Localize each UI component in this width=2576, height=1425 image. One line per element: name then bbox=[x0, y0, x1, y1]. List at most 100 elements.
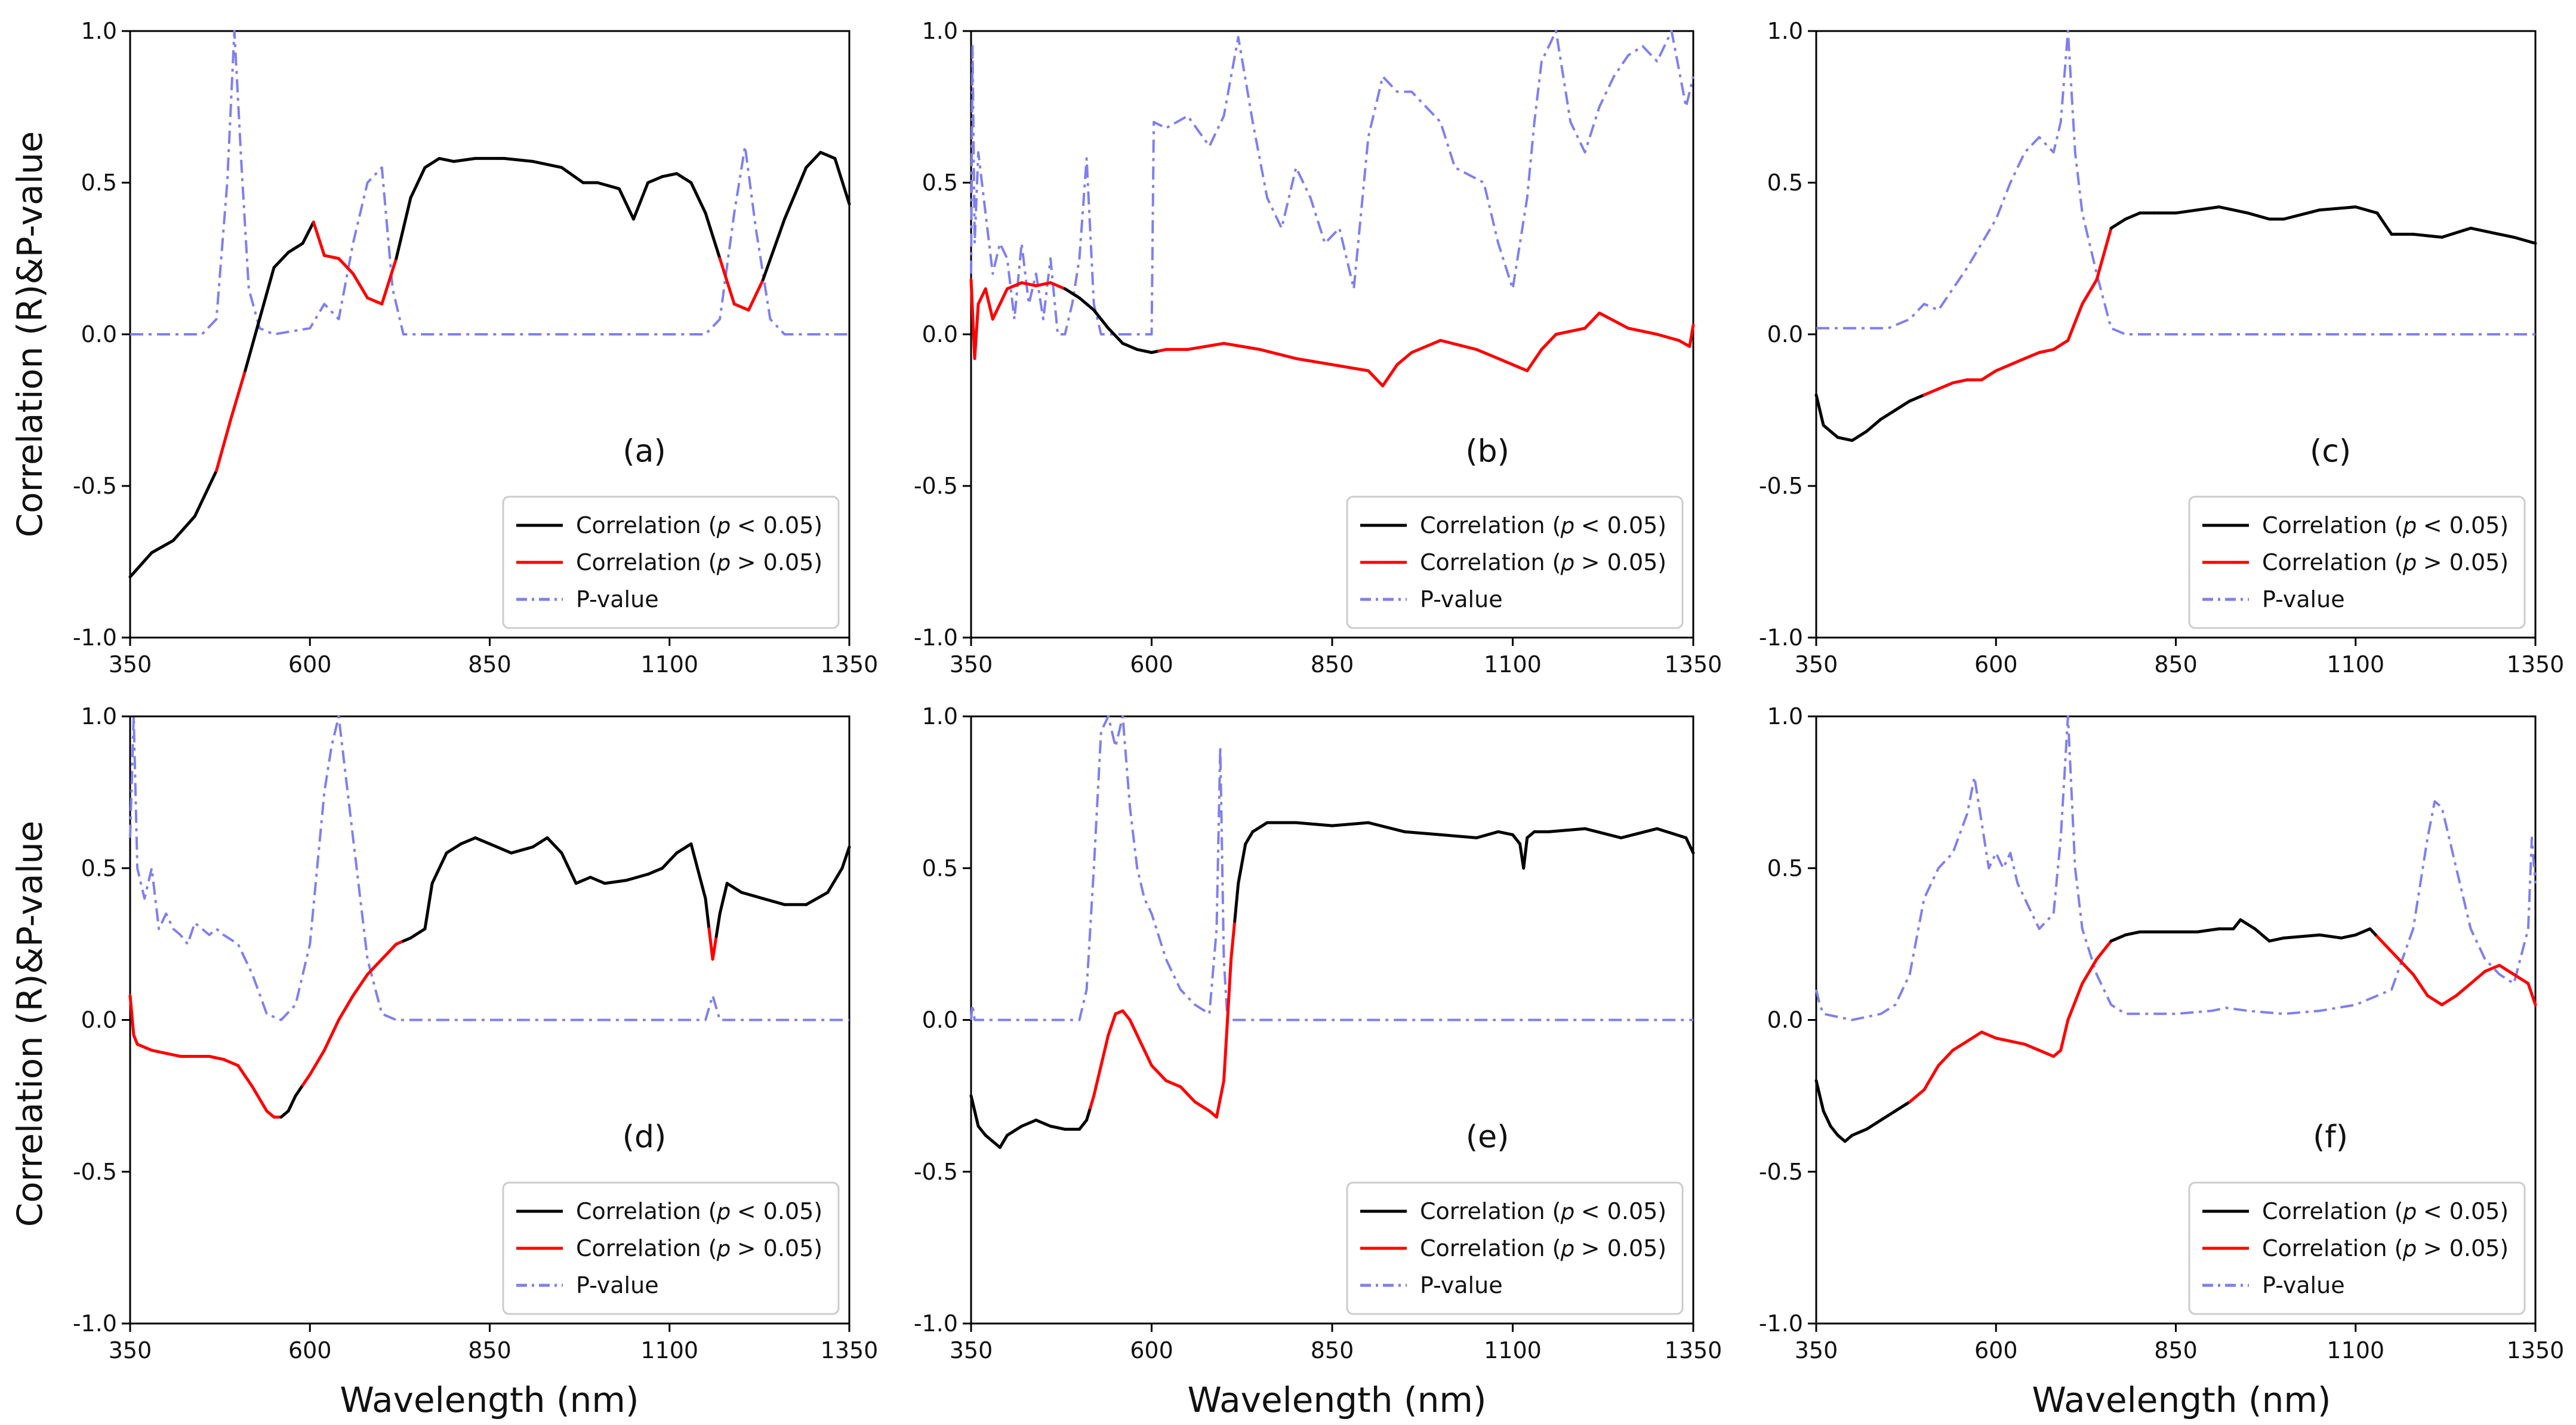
correlation-segment-nonsignificant bbox=[747, 278, 765, 312]
correlation-segment-nonsignificant bbox=[1179, 1085, 1197, 1104]
correlation-segment-nonsignificant bbox=[1994, 1036, 2012, 1043]
correlation-segment-significant bbox=[1684, 836, 1695, 855]
correlation-segment-significant bbox=[2174, 208, 2199, 215]
legend-entry-p-value-label: P-value bbox=[1420, 586, 1503, 613]
correlation-segment-significant bbox=[1107, 327, 1124, 345]
correlation-segment-significant bbox=[2232, 918, 2242, 931]
correlation-segment-significant bbox=[819, 150, 837, 160]
correlation-segment-significant bbox=[244, 318, 261, 373]
correlation-segment-nonsignificant bbox=[2483, 964, 2501, 973]
x-tick-label: 850 bbox=[468, 651, 511, 678]
correlation-segment-nonsignificant bbox=[322, 254, 340, 260]
correlation-segment-significant bbox=[546, 836, 563, 855]
correlation-segment-nonsignificant bbox=[1395, 351, 1413, 367]
correlation-segment-significant bbox=[452, 156, 477, 163]
correlation-segment-significant bbox=[2109, 217, 2127, 230]
correlation-segment-nonsignificant bbox=[1258, 347, 1298, 361]
x-axis-title-left: Wavelength (nm) bbox=[340, 1380, 639, 1420]
correlation-segment-nonsignificant bbox=[1475, 347, 1500, 361]
correlation-segment-significant bbox=[2196, 927, 2221, 934]
y-tick-label: 1.0 bbox=[1767, 18, 1803, 44]
legend-box bbox=[502, 1181, 840, 1315]
y-tick-label: -1.0 bbox=[73, 624, 117, 651]
correlation-segment-significant bbox=[1836, 1134, 1847, 1143]
correlation-segment-significant bbox=[510, 845, 535, 855]
correlation-segment-significant bbox=[2124, 211, 2141, 221]
correlation-segment-significant bbox=[1475, 830, 1500, 839]
correlation-segment-nonsignificant bbox=[2512, 972, 2530, 985]
legend-entry-nonsignificant-label: Correlation (𝑝 > 0.05) bbox=[1420, 549, 1666, 575]
correlation-segment-significant bbox=[1822, 423, 1839, 439]
correlation-segment-significant bbox=[1829, 1125, 1839, 1137]
correlation-segment-significant bbox=[1656, 827, 1688, 839]
correlation-segment-nonsignificant bbox=[2008, 357, 2026, 367]
correlation-segment-significant bbox=[1522, 836, 1529, 870]
y-tick-label: 0.0 bbox=[1767, 321, 1803, 347]
correlation-segment-significant bbox=[2124, 930, 2141, 937]
y-tick-label: -0.5 bbox=[1759, 1159, 1803, 1185]
correlation-segment-significant bbox=[1526, 830, 1536, 839]
correlation-segment-significant bbox=[661, 172, 679, 178]
correlation-segment-significant bbox=[2109, 933, 2127, 943]
correlation-segment-significant bbox=[714, 912, 722, 938]
correlation-segment-nonsignificant bbox=[352, 272, 369, 300]
x-tick-label: 850 bbox=[468, 1337, 511, 1364]
correlation-segment-significant bbox=[2267, 936, 2285, 943]
correlation-segment-significant bbox=[1233, 882, 1240, 923]
correlation-segment-nonsignificant bbox=[1980, 369, 1998, 381]
correlation-segment-nonsignificant bbox=[1656, 333, 1681, 342]
correlation-segment-significant bbox=[574, 876, 592, 885]
legend-entry-significant-label: Correlation (𝑝 < 0.05) bbox=[1420, 1198, 1666, 1224]
correlation-segment-nonsignificant bbox=[1626, 327, 1659, 336]
correlation-segment-significant bbox=[984, 1134, 994, 1143]
y-tick-label: -0.5 bbox=[73, 473, 117, 499]
x-tick-label: 600 bbox=[1974, 1337, 2018, 1364]
correlation-segment-nonsignificant bbox=[1994, 363, 2012, 373]
correlation-segment-nonsignificant bbox=[1980, 1030, 1998, 1040]
correlation-segment-significant bbox=[445, 842, 463, 855]
y-tick-label: -1.0 bbox=[914, 1310, 958, 1337]
correlation-segment-nonsignificant bbox=[132, 1033, 139, 1046]
panel-label: (a) bbox=[623, 433, 665, 469]
correlation-segment-nonsignificant bbox=[2052, 338, 2070, 351]
correlation-segment-significant bbox=[2246, 211, 2271, 221]
y-tick-label: 0.0 bbox=[1767, 1007, 1803, 1033]
correlation-segment-nonsignificant bbox=[1215, 1079, 1225, 1119]
legend-entry-significant-label: Correlation (𝑝 < 0.05) bbox=[2262, 1198, 2509, 1224]
y-tick-label: 1.0 bbox=[81, 703, 117, 730]
correlation-segment-nonsignificant bbox=[1049, 281, 1067, 291]
correlation-segment-nonsignificant bbox=[1034, 281, 1052, 288]
x-tick-label: 1350 bbox=[2507, 651, 2565, 678]
correlation-segment-nonsignificant bbox=[2526, 982, 2537, 1007]
correlation-segment-significant bbox=[2512, 235, 2537, 245]
x-tick-label: 850 bbox=[2154, 651, 2198, 678]
correlation-segment-nonsignificant bbox=[265, 1109, 276, 1119]
correlation-segment-nonsignificant bbox=[1677, 338, 1691, 348]
panel-e: 350 600 850 1100 1350 -1.0 -0.5 0.0 0.5 1.0 (e) Cor… bbox=[914, 703, 1723, 1364]
correlation-segment-significant bbox=[1879, 1109, 1897, 1122]
correlation-segment-nonsignificant bbox=[2081, 278, 2099, 306]
p-value-line bbox=[1816, 30, 2535, 336]
correlation-segment-nonsignificant bbox=[301, 1073, 312, 1087]
legend-entry-significant-label: Correlation (𝑝 < 0.05) bbox=[576, 512, 822, 538]
correlation-segment-significant bbox=[1583, 827, 1623, 839]
correlation-segment-nonsignificant bbox=[2023, 351, 2041, 361]
correlation-segment-significant bbox=[588, 876, 606, 885]
correlation-segment-nonsignificant bbox=[1222, 1018, 1230, 1082]
correlation-segment-nonsignificant bbox=[2066, 982, 2084, 1021]
correlation-segment-nonsignificant bbox=[312, 220, 326, 257]
panel-label: (f) bbox=[2313, 1119, 2348, 1155]
correlation-segment-significant bbox=[258, 266, 276, 321]
correlation-segment-nonsignificant bbox=[1937, 1048, 1955, 1067]
correlation-segment-nonsignificant bbox=[1295, 357, 1334, 367]
correlation-segment-significant bbox=[2340, 933, 2358, 940]
correlation-segment-significant bbox=[531, 159, 563, 170]
correlation-segment-nonsignificant bbox=[2498, 964, 2516, 976]
correlation-segment-nonsignificant bbox=[366, 296, 384, 306]
correlation-segment-nonsignificant bbox=[2008, 1039, 2026, 1046]
correlation-segment-significant bbox=[1403, 830, 1442, 836]
correlation-segment-nonsignificant bbox=[2411, 972, 2429, 998]
panel-label: (e) bbox=[1466, 1119, 1509, 1155]
correlation-segment-nonsignificant bbox=[2440, 994, 2458, 1007]
correlation-segment-significant bbox=[1894, 399, 1912, 412]
